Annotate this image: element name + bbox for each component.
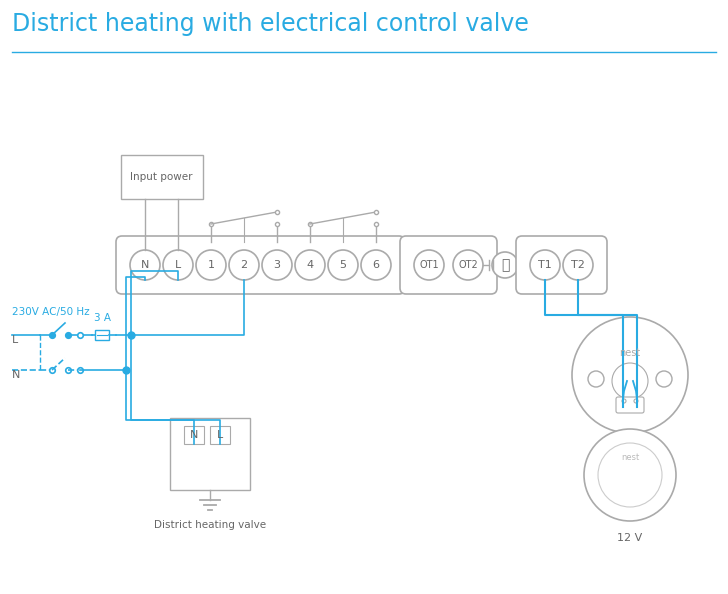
Circle shape: [295, 250, 325, 280]
Circle shape: [612, 363, 648, 399]
Circle shape: [530, 250, 560, 280]
FancyBboxPatch shape: [616, 397, 644, 413]
Text: ⏚: ⏚: [501, 258, 509, 272]
Circle shape: [492, 252, 518, 278]
Circle shape: [361, 250, 391, 280]
Text: 5: 5: [339, 260, 347, 270]
Text: Input power: Input power: [130, 172, 193, 182]
Circle shape: [598, 443, 662, 507]
Text: OT2: OT2: [458, 260, 478, 270]
Text: L: L: [175, 260, 181, 270]
Text: nest: nest: [621, 453, 639, 462]
Circle shape: [588, 371, 604, 387]
FancyBboxPatch shape: [184, 426, 204, 444]
Text: District heating valve: District heating valve: [154, 520, 266, 530]
FancyBboxPatch shape: [170, 418, 250, 490]
Text: District heating with electrical control valve: District heating with electrical control…: [12, 12, 529, 36]
Text: 12 V: 12 V: [617, 533, 643, 543]
Text: T2: T2: [571, 260, 585, 270]
Text: 230V AC/50 Hz: 230V AC/50 Hz: [12, 307, 90, 317]
Circle shape: [196, 250, 226, 280]
Text: L: L: [217, 430, 223, 440]
Circle shape: [634, 399, 638, 403]
Circle shape: [622, 399, 626, 403]
Text: OT1: OT1: [419, 260, 439, 270]
Circle shape: [584, 429, 676, 521]
Circle shape: [656, 371, 672, 387]
Text: N: N: [190, 430, 198, 440]
Text: 4: 4: [306, 260, 314, 270]
FancyBboxPatch shape: [116, 236, 405, 294]
Circle shape: [163, 250, 193, 280]
Text: 6: 6: [373, 260, 379, 270]
FancyBboxPatch shape: [516, 236, 607, 294]
Circle shape: [572, 317, 688, 433]
Circle shape: [414, 250, 444, 280]
Circle shape: [130, 250, 160, 280]
Text: 2: 2: [240, 260, 248, 270]
FancyBboxPatch shape: [210, 426, 230, 444]
Text: N: N: [141, 260, 149, 270]
FancyBboxPatch shape: [400, 236, 497, 294]
Text: 3 A: 3 A: [94, 313, 111, 323]
Circle shape: [262, 250, 292, 280]
Text: 1: 1: [207, 260, 215, 270]
Text: L: L: [12, 335, 18, 345]
Text: T1: T1: [538, 260, 552, 270]
Circle shape: [328, 250, 358, 280]
Circle shape: [563, 250, 593, 280]
FancyBboxPatch shape: [95, 330, 109, 340]
Circle shape: [453, 250, 483, 280]
Text: 3: 3: [274, 260, 280, 270]
Text: N: N: [12, 370, 20, 380]
Circle shape: [229, 250, 259, 280]
Text: nest: nest: [620, 348, 641, 358]
FancyBboxPatch shape: [121, 155, 202, 199]
